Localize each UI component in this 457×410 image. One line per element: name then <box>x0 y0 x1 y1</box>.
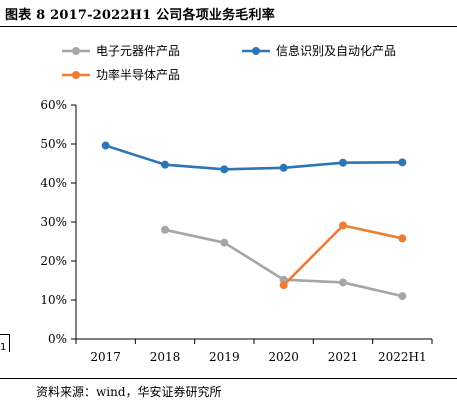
y-tick-label: 0% <box>48 332 67 346</box>
legend-swatch-marker <box>72 47 80 55</box>
legend-label: 电子元器件产品 <box>96 44 180 58</box>
data-point <box>339 158 347 167</box>
data-point <box>101 141 110 150</box>
legend-swatch-marker <box>72 71 80 79</box>
y-tick-label: 10% <box>40 293 67 307</box>
y-tick-label: 30% <box>40 215 67 229</box>
data-point <box>398 234 407 243</box>
legend-label: 功率半导体产品 <box>96 67 180 82</box>
y-tick-label: 50% <box>40 137 67 151</box>
y-tick-label: 40% <box>40 176 67 190</box>
x-tick-label: 2017 <box>90 350 121 364</box>
x-tick-label: 2019 <box>209 350 240 364</box>
data-point <box>339 278 347 287</box>
source-note: 资料来源：wind，华安证券研究所 <box>36 385 222 399</box>
title-divider <box>0 26 457 27</box>
data-point <box>398 158 407 167</box>
data-point <box>279 281 288 290</box>
series-line <box>282 224 403 287</box>
x-tick-label: 2021 <box>328 350 359 364</box>
data-point <box>398 292 407 301</box>
data-point <box>279 163 288 172</box>
series-line <box>105 144 403 171</box>
data-point <box>339 221 347 230</box>
page-margin-mark <box>0 334 10 352</box>
figure-title: 图表 8 2017-2022H1 公司各项业务毛利率 <box>5 8 275 23</box>
legend-swatch-marker <box>252 47 260 55</box>
x-tick-label: 2018 <box>150 350 181 364</box>
page-margin-char: 1 <box>0 342 7 353</box>
data-point <box>161 160 169 169</box>
legend-label: 信息识别及自动化产品 <box>276 43 396 58</box>
chart-axes: 0% 10% 20% 30% 40% 50% 60% 2017 2018 2019 2020 2021… <box>40 98 433 364</box>
chart-lines <box>101 141 407 301</box>
x-tick-label: 2022H1 <box>378 350 427 364</box>
y-tick-label: 20% <box>40 254 67 268</box>
data-point <box>220 238 229 247</box>
data-point <box>220 165 229 174</box>
source-divider <box>0 378 457 379</box>
data-point <box>161 225 169 234</box>
x-tick-label: 2020 <box>268 350 299 364</box>
y-tick-label: 60% <box>40 98 67 112</box>
